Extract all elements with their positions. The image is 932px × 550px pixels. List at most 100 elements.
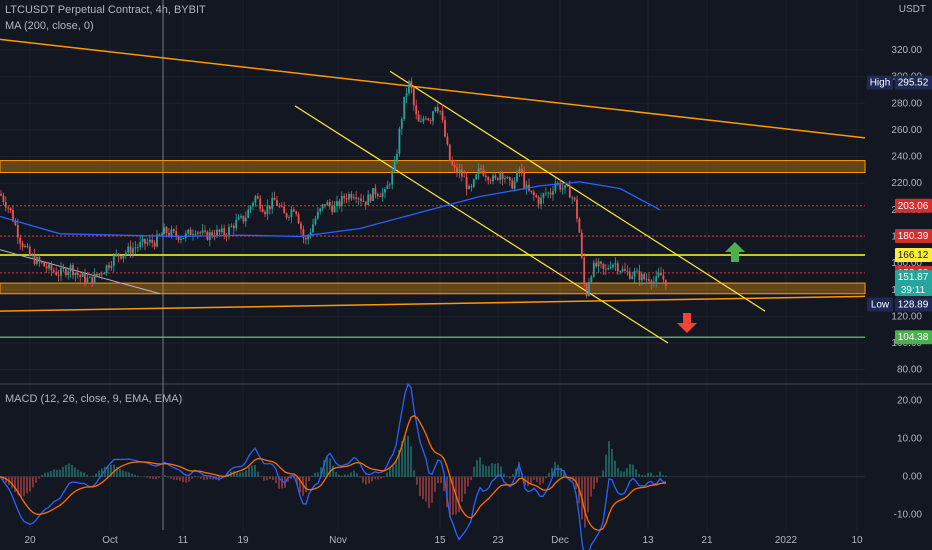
- macd-histogram-bar: [458, 476, 460, 513]
- macd-histogram-bar: [611, 448, 613, 477]
- price-tag-box: [895, 198, 932, 213]
- candle-body: [564, 185, 566, 189]
- ma-200-line: [0, 181, 661, 238]
- candle-body: [340, 196, 343, 207]
- candle-body: [362, 200, 365, 202]
- candle-body: [285, 213, 288, 218]
- macd-histogram-bar: [242, 472, 244, 477]
- candle-body: [136, 246, 139, 248]
- candle-body: [508, 177, 511, 181]
- macd-histogram-bar: [32, 476, 34, 488]
- price-tick-label: 80.00: [897, 365, 922, 376]
- macd-histogram-bar: [92, 475, 94, 477]
- candle-body: [158, 234, 161, 236]
- candle-body: [199, 232, 202, 234]
- tag-side-label: High: [870, 78, 891, 89]
- macd-histogram-bar: [332, 465, 334, 477]
- time-tick-label: 20: [24, 535, 36, 546]
- candle-body: [496, 178, 499, 180]
- time-tick-label: 2022: [775, 535, 798, 546]
- macd-histogram-bar: [170, 476, 172, 479]
- macd-histogram-bar: [47, 472, 49, 477]
- candle-body: [446, 136, 449, 145]
- macd-histogram-bar: [527, 476, 529, 487]
- macd-histogram-bar: [218, 476, 220, 481]
- candle-body: [475, 174, 478, 180]
- candle-body: [129, 246, 132, 254]
- candle-body: [86, 277, 89, 283]
- macd-histogram-bar: [20, 476, 22, 497]
- candle-body: [568, 186, 571, 198]
- candle-body: [256, 196, 259, 199]
- candle-body: [535, 195, 538, 198]
- price-tick-label: 260.00: [891, 125, 922, 136]
- macd-histogram-bar: [155, 476, 157, 480]
- candle-body: [580, 232, 583, 258]
- candle-body: [14, 221, 17, 226]
- candle-body: [424, 118, 427, 120]
- candle-body: [108, 265, 110, 268]
- candle-body: [544, 192, 547, 194]
- candle-body: [55, 271, 58, 276]
- macd-histogram-bar: [98, 470, 100, 477]
- macd-histogram-bar: [647, 472, 649, 477]
- candle-body: [484, 175, 487, 178]
- macd-histogram-bar: [506, 476, 508, 477]
- candle-body: [357, 198, 360, 200]
- candle-body: [0, 193, 2, 196]
- macd-histogram-bar: [29, 476, 31, 492]
- candle-body: [271, 197, 274, 209]
- candle-body: [259, 198, 262, 209]
- candle-body: [525, 184, 528, 189]
- upper-trendline: [0, 38, 866, 139]
- candle-body: [408, 81, 410, 94]
- candle-body: [626, 270, 629, 272]
- tag-side-box: [867, 297, 893, 312]
- candle-body: [448, 144, 451, 162]
- macd-histogram-bar: [167, 476, 169, 478]
- candle-body: [607, 268, 610, 270]
- candle-body: [91, 276, 94, 284]
- zone-1: [0, 282, 866, 295]
- macd-histogram-bar: [14, 476, 16, 493]
- macd-histogram-bar: [539, 476, 541, 485]
- candle-body: [348, 193, 350, 200]
- macd-histogram-bar: [44, 472, 46, 477]
- candle-body: [76, 272, 79, 275]
- candle-body: [333, 206, 336, 213]
- candle-body: [201, 230, 204, 233]
- candle-body: [427, 118, 430, 121]
- candle-body: [240, 215, 242, 218]
- candle-body: [583, 257, 586, 284]
- candle-body: [100, 273, 103, 275]
- macd-histogram-bar: [350, 472, 352, 477]
- macd-histogram-bar: [95, 473, 97, 477]
- macd-histogram-bar: [137, 475, 139, 477]
- macd-histogram-bar: [464, 476, 466, 494]
- ma-legend: MA (200, close, 0): [5, 20, 94, 32]
- macd-histogram-bar: [665, 475, 667, 477]
- macd-histogram-bar: [239, 472, 241, 477]
- macd-histogram-bar: [638, 474, 640, 477]
- price-tag-label: 104.38: [898, 332, 929, 343]
- macd-histogram-bar: [65, 464, 67, 477]
- macd-histogram-bar: [266, 476, 268, 481]
- candle-body: [112, 255, 115, 267]
- candle-body: [307, 235, 310, 240]
- candle-body: [43, 262, 46, 267]
- macd-histogram-bar: [5, 476, 7, 483]
- macd-histogram-bar: [209, 476, 211, 480]
- candle-body: [638, 270, 641, 281]
- candle-body: [532, 191, 535, 196]
- macd-histogram-bar: [62, 466, 64, 477]
- macd-histogram-bar: [281, 476, 283, 489]
- candle-body: [410, 81, 413, 88]
- macd-histogram-bar: [125, 471, 127, 477]
- candle-body: [468, 186, 470, 190]
- macd-histogram-bar: [323, 460, 325, 477]
- candle-body: [384, 189, 386, 193]
- candle-body: [600, 261, 602, 264]
- candle-body: [117, 253, 120, 257]
